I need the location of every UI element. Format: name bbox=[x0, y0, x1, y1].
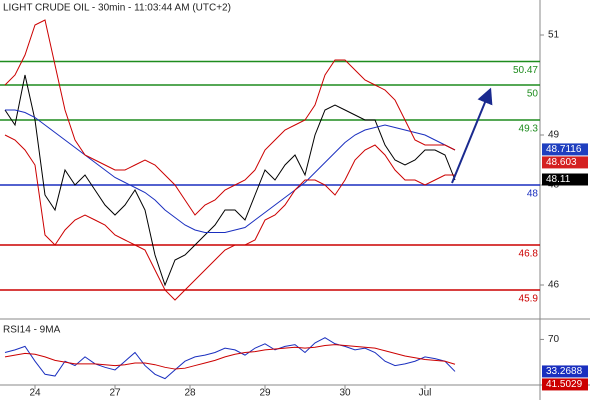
indicator-line bbox=[4, 337, 456, 380]
level-label: 46.8 bbox=[519, 249, 539, 260]
price-tag bbox=[542, 173, 588, 186]
price-tag bbox=[542, 143, 588, 156]
x-tick-label: 27 bbox=[109, 388, 121, 399]
indicator-label: RSI14 - 9MA bbox=[3, 325, 61, 336]
chart-title: LIGHT CRUDE OIL - 30min - 11:03:44 AM (U… bbox=[3, 3, 231, 14]
x-tick-label: 30 bbox=[339, 388, 351, 399]
price-tag-label: 48.7116 bbox=[546, 144, 582, 155]
x-tick-label: Jul bbox=[419, 388, 432, 399]
x-tick-label: 28 bbox=[184, 388, 196, 399]
indicator-tag-label: 33.2688 bbox=[546, 366, 583, 377]
price-tag-label: 48.11 bbox=[546, 174, 571, 185]
indicator-line bbox=[4, 344, 456, 370]
forecast-arrow bbox=[451, 87, 493, 184]
level-label: 45.9 bbox=[519, 294, 539, 305]
indicator-tag-label: 41.5029 bbox=[546, 379, 583, 390]
x-tick-label: 29 bbox=[259, 388, 271, 399]
level-label: 50.47 bbox=[513, 65, 538, 76]
price-tag-label: 48.603 bbox=[546, 157, 577, 168]
y-tick-label: 49 bbox=[548, 130, 560, 141]
y-tick-label: 46 bbox=[548, 280, 560, 291]
price-tag bbox=[542, 156, 588, 169]
price-line bbox=[4, 19, 456, 216]
y2-tick-label: 70 bbox=[548, 334, 560, 345]
level-label: 50 bbox=[527, 89, 539, 100]
price-line bbox=[5, 109, 456, 233]
x-tick-label: 24 bbox=[29, 388, 41, 399]
y-tick-label: 51 bbox=[548, 30, 560, 41]
price-line bbox=[4, 74, 456, 287]
indicator-tag bbox=[542, 365, 588, 378]
level-label: 49.3 bbox=[519, 124, 539, 135]
indicator-tag bbox=[542, 378, 588, 391]
level-label: 48 bbox=[527, 189, 539, 200]
price-line bbox=[4, 134, 455, 301]
